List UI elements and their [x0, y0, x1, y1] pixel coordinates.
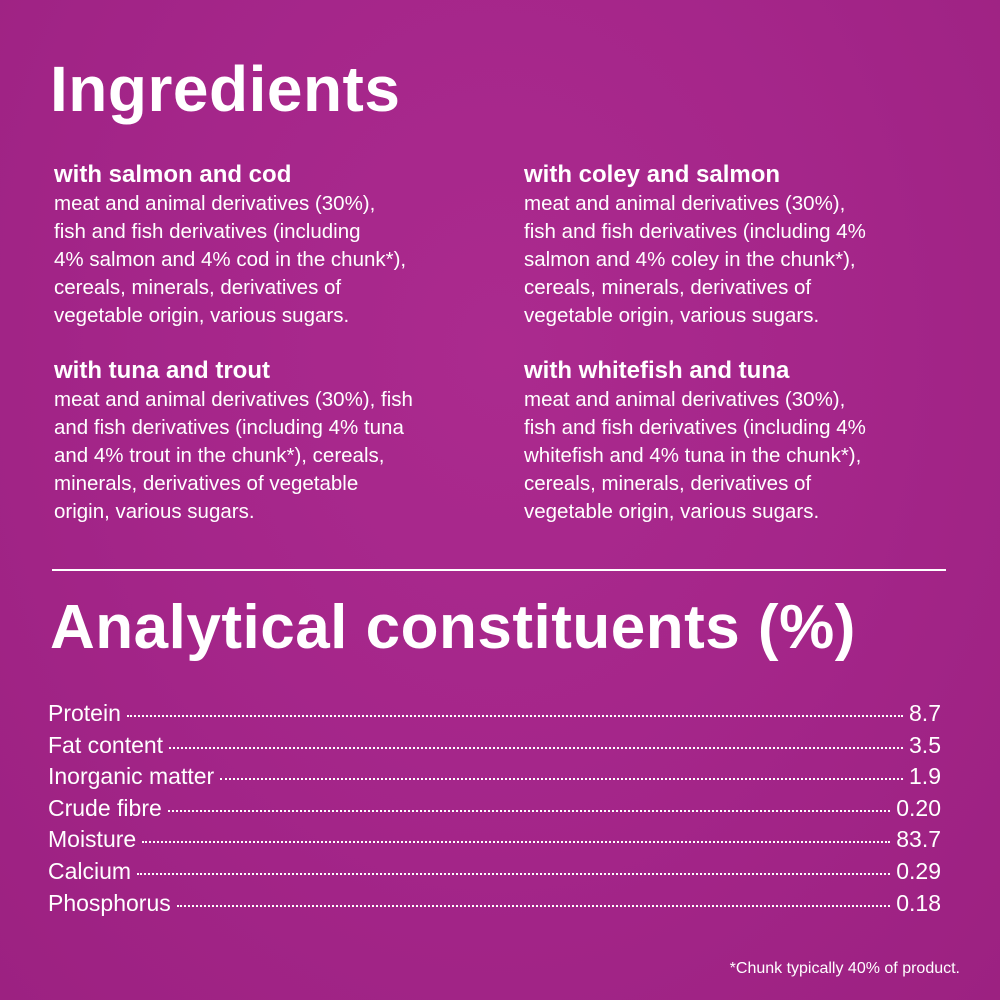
- dot-leader: [220, 778, 904, 781]
- variety-line: salmon and 4% coley in the chunk*),: [524, 248, 856, 271]
- constituent-row: Calcium 0.29: [48, 858, 941, 890]
- variety-tuna-trout: with tuna and trout meat and animal deri…: [54, 356, 494, 526]
- variety-line: cereals, minerals, derivatives of: [54, 276, 342, 299]
- constituent-label: Protein: [48, 700, 121, 726]
- variety-line: fish and fish derivatives (including: [54, 220, 361, 243]
- variety-line: fish and fish derivatives (including 4%: [524, 220, 866, 243]
- variety-line: vegetable origin, various sugars.: [524, 304, 820, 327]
- variety-line: minerals, derivatives of vegetable: [54, 472, 359, 495]
- variety-line: cereals, minerals, derivatives of: [524, 472, 812, 495]
- variety-line: fish and fish derivatives (including 4%: [524, 416, 866, 439]
- constituent-value: 0.29: [896, 857, 941, 884]
- variety-line: 4% salmon and 4% cod in the chunk*),: [54, 248, 407, 271]
- variety-name: with whitefish and tuna: [524, 357, 790, 384]
- constituent-value: 3.5: [909, 731, 941, 758]
- constituent-row: Moisture 83.7: [48, 826, 941, 858]
- dot-leader: [176, 904, 891, 907]
- dot-leader: [142, 841, 891, 844]
- constituent-value: 8.7: [909, 700, 941, 726]
- dot-leader: [126, 715, 904, 717]
- constituent-value: 0.18: [896, 889, 941, 916]
- constituent-label: Calcium: [48, 857, 132, 884]
- constituent-label: Phosphorus: [48, 889, 171, 916]
- constituent-value: 1.9: [909, 763, 941, 790]
- constituent-row: Crude fibre 0.20: [48, 795, 941, 827]
- variety-name: with coley and salmon: [524, 161, 781, 188]
- constituent-label: Moisture: [48, 826, 137, 853]
- variety-line: meat and animal derivatives (30%), fish: [54, 388, 413, 411]
- variety-name: with tuna and trout: [54, 357, 270, 384]
- dot-leader: [167, 809, 891, 812]
- constituent-value: 83.7: [896, 826, 941, 853]
- variety-line: meat and animal derivatives (30%),: [54, 192, 376, 215]
- variety-line: meat and animal derivatives (30%),: [524, 192, 846, 215]
- constituent-label: Inorganic matter: [48, 763, 215, 790]
- constituent-row: Fat content 3.5: [48, 732, 941, 764]
- variety-name: with salmon and cod: [54, 161, 292, 188]
- variety-line: meat and animal derivatives (30%),: [524, 388, 846, 411]
- constituent-row: Inorganic matter 1.9: [48, 763, 941, 795]
- constituent-value: 0.20: [896, 794, 941, 821]
- constituent-label: Crude fibre: [48, 794, 162, 821]
- variety-line: cereals, minerals, derivatives of: [524, 276, 812, 299]
- variety-line: vegetable origin, various sugars.: [54, 304, 350, 327]
- constituents-table: Protein 8.7 Fat content 3.5 Inorganic matt…: [48, 700, 941, 921]
- variety-whitefish-tuna: with whitefish and tuna meat and animal …: [524, 356, 964, 526]
- variety-line: whitefish and 4% tuna in the chunk*),: [524, 444, 862, 467]
- dot-leader: [169, 746, 904, 749]
- variety-line: and 4% trout in the chunk*), cereals,: [54, 444, 385, 467]
- constituent-row: Protein 8.7: [48, 700, 941, 732]
- constituent-row: Phosphorus 0.18: [48, 890, 941, 922]
- variety-line: vegetable origin, various sugars.: [524, 500, 820, 523]
- footnote: *Chunk typically 40% of product.: [729, 960, 960, 977]
- variety-line: origin, various sugars.: [54, 500, 255, 523]
- section-divider: [52, 569, 946, 571]
- variety-coley-salmon: with coley and salmon meat and animal de…: [524, 160, 964, 330]
- dot-leader: [137, 872, 891, 875]
- constituent-label: Fat content: [48, 731, 164, 758]
- variety-line: and fish derivatives (including 4% tuna: [54, 416, 404, 439]
- ingredients-title: Ingredients: [50, 53, 401, 125]
- analytical-title: Analytical constituents (%): [50, 593, 856, 662]
- variety-salmon-cod: with salmon and cod meat and animal deri…: [54, 160, 494, 330]
